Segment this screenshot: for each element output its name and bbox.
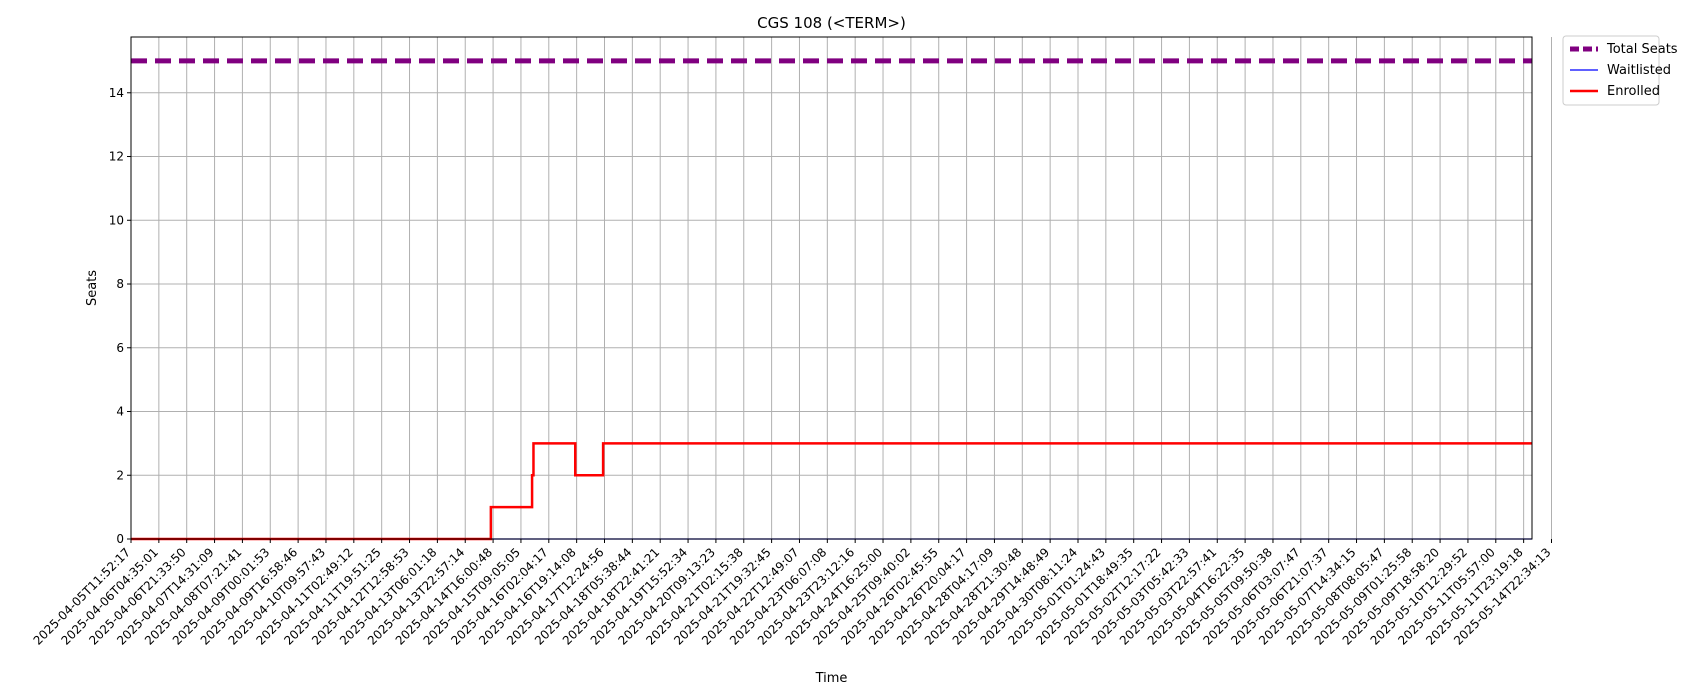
y-tick-label: 6 xyxy=(116,341,124,355)
x-axis-ticks: 2025-04-05T11:52:172025-04-06T04:35:0120… xyxy=(31,539,1554,648)
y-tick-label: 8 xyxy=(116,277,124,291)
y-tick-label: 2 xyxy=(116,468,124,482)
x-axis-label: Time xyxy=(815,671,848,686)
plot-area-frame xyxy=(130,36,1533,540)
y-tick-label: 12 xyxy=(109,150,124,164)
series-lines xyxy=(131,58,1532,541)
y-tick-label: 0 xyxy=(116,532,124,546)
y-tick-label: 14 xyxy=(109,86,124,100)
chart-title: CGS 108 (<TERM>) xyxy=(757,14,906,32)
y-tick-label: 4 xyxy=(116,405,124,419)
y-tick-label: 10 xyxy=(109,213,124,227)
legend-label: Enrolled xyxy=(1607,84,1660,99)
legend-label: Waitlisted xyxy=(1607,63,1671,78)
series-line-enrolled xyxy=(131,442,1532,541)
grid-lines xyxy=(130,37,1552,540)
y-axis-ticks: 0 2 4 6 8 10 12 14 xyxy=(109,86,131,546)
y-axis-label: Seats xyxy=(85,270,100,306)
legend-box xyxy=(1562,35,1660,106)
legend-label: Total Seats xyxy=(1606,42,1678,57)
legend: Total Seats Waitlisted Enrolled xyxy=(1562,35,1678,106)
